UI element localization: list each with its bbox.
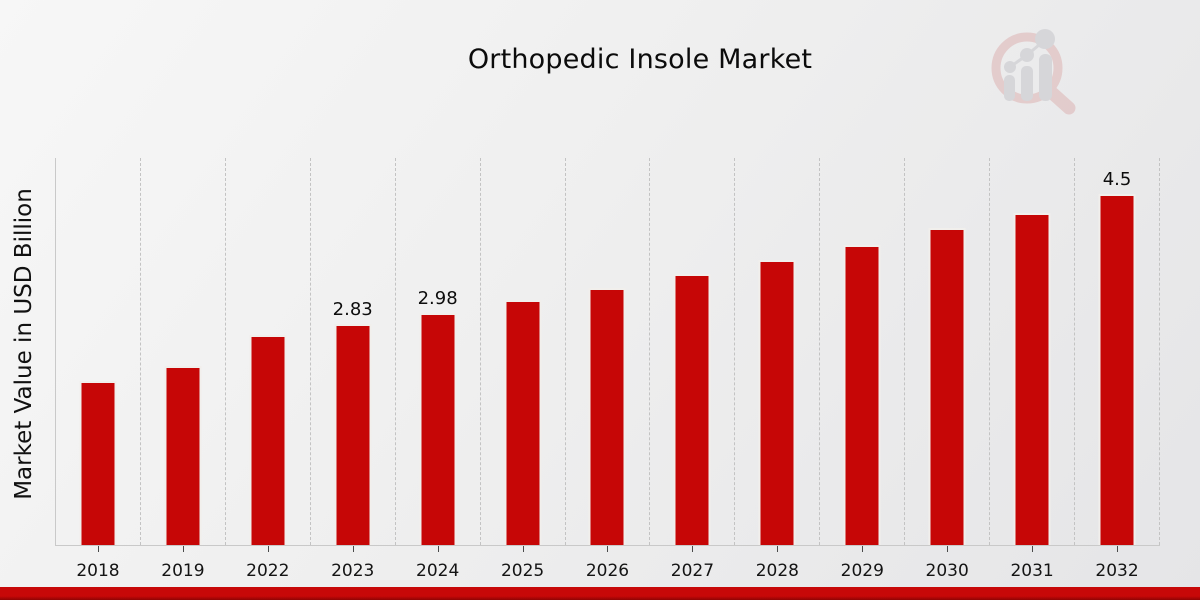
category-cell-2030: 2030 xyxy=(905,158,991,581)
x-axis-tick-2027 xyxy=(692,546,694,552)
x-axis-tick-2028 xyxy=(777,546,779,552)
x-axis-tick-2024 xyxy=(437,546,439,552)
bar-2031 xyxy=(1013,213,1051,545)
x-axis-label-2028: 2028 xyxy=(755,561,799,581)
category-cell-2027: 2027 xyxy=(650,158,736,581)
bar-2023 xyxy=(334,324,372,545)
x-axis-label-2023: 2023 xyxy=(331,561,375,581)
bar-2029 xyxy=(843,245,881,545)
category-cell-2018: 2018 xyxy=(56,158,141,581)
category-cell-2024: 2.98 2024 xyxy=(396,158,481,581)
bar-2026 xyxy=(588,288,626,545)
bar-2018 xyxy=(79,381,117,545)
x-axis-label-2032: 2032 xyxy=(1095,561,1139,581)
x-axis-label-2026: 2026 xyxy=(585,561,630,581)
bar-2030 xyxy=(928,228,966,545)
x-axis-tick-2029 xyxy=(862,546,864,552)
x-axis-label-2027: 2027 xyxy=(670,561,715,581)
x-axis-label-2018: 2018 xyxy=(76,561,120,581)
category-cell-2023: 2.83 2023 xyxy=(311,158,396,581)
x-axis-tick-2031 xyxy=(1032,546,1034,552)
category-cell-2026: 2026 xyxy=(566,158,651,581)
category-cell-2025: 2025 xyxy=(481,158,566,581)
bar-2024 xyxy=(419,313,457,545)
bar-2027 xyxy=(673,274,711,545)
category-cell-2022: 2022 xyxy=(226,158,311,581)
bar-value-label-2032: 4.5 xyxy=(1102,169,1132,190)
x-axis-label-2030: 2030 xyxy=(925,561,969,581)
x-axis-label-2022: 2022 xyxy=(246,561,290,581)
x-axis-tick-2030 xyxy=(947,546,949,552)
x-axis-tick-2023 xyxy=(352,546,354,552)
category-cell-2031: 2031 xyxy=(990,158,1076,581)
bottom-accent-strip xyxy=(0,587,1200,600)
x-axis-tick-2026 xyxy=(607,546,609,552)
x-axis-label-2031: 2031 xyxy=(1010,561,1054,581)
plot-area: 2018 2019 2022 2.83 2023 2.98 2024 2025 2026 2027… xyxy=(55,158,1160,581)
y-axis-title: Market Value in USD Billion xyxy=(11,188,37,500)
bar-2022 xyxy=(249,335,287,545)
chart-title: Orthopedic Insole Market xyxy=(467,44,813,75)
x-axis-tick-2022 xyxy=(267,546,269,552)
x-axis-tick-2019 xyxy=(182,546,184,552)
x-axis-label-2024: 2024 xyxy=(416,561,460,581)
bar-value-label-2024: 2.98 xyxy=(417,288,458,309)
bar-2025 xyxy=(504,300,542,545)
category-cell-2032: 4.5 2032 xyxy=(1075,158,1160,581)
x-axis-label-2029: 2029 xyxy=(840,561,884,581)
magnifier-bar-chart-logo-icon xyxy=(991,29,1076,115)
x-axis-label-2019: 2019 xyxy=(161,561,205,581)
x-axis-tick-2025 xyxy=(522,546,524,552)
bar-value-label-2023: 2.83 xyxy=(332,299,373,320)
category-cell-2019: 2019 xyxy=(141,158,226,581)
category-cell-2028: 2028 xyxy=(735,158,821,581)
category-cell-2029: 2029 xyxy=(820,158,906,581)
bar-2019 xyxy=(164,366,202,545)
x-axis-label-2025: 2025 xyxy=(500,561,545,581)
x-axis-tick-2018 xyxy=(97,546,99,552)
bar-2032 xyxy=(1098,194,1136,545)
x-axis-tick-2032 xyxy=(1117,546,1119,552)
bar-2028 xyxy=(758,260,796,545)
